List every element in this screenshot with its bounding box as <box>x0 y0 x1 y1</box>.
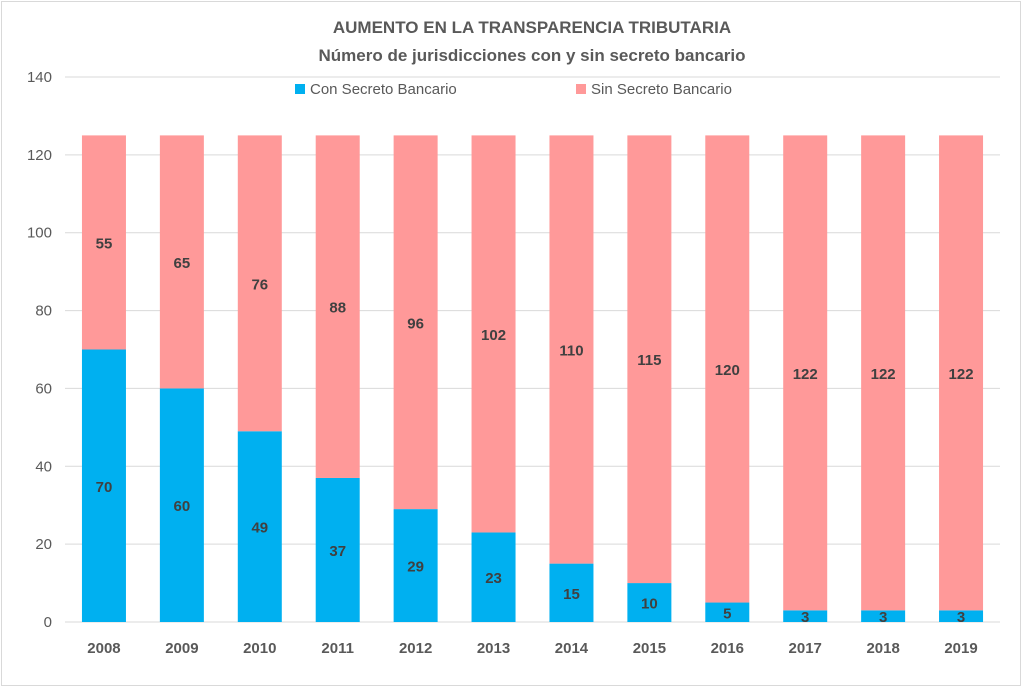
data-label: 49 <box>251 520 268 537</box>
bar-con <box>237 431 282 622</box>
bar-sin <box>471 135 516 533</box>
bar-con <box>861 610 906 622</box>
data-label: 122 <box>793 366 818 383</box>
data-label: 55 <box>96 235 113 252</box>
bar-con <box>393 509 438 622</box>
bar-sin <box>783 135 828 611</box>
legend-swatch-con <box>295 84 305 94</box>
data-label: 96 <box>407 315 424 332</box>
y-tick-label: 140 <box>27 69 52 86</box>
x-tick-label: 2014 <box>555 640 589 657</box>
y-tick-label: 120 <box>27 147 52 164</box>
bar-con <box>783 610 828 622</box>
data-label: 37 <box>329 543 346 560</box>
data-label: 120 <box>715 362 740 379</box>
bar-sin <box>81 135 126 350</box>
x-tick-label: 2017 <box>789 640 822 657</box>
data-label: 110 <box>559 343 583 360</box>
bar-con <box>627 583 672 622</box>
data-label: 29 <box>407 559 424 576</box>
data-label: 76 <box>251 276 268 293</box>
chart-subtitle: Número de jurisdicciones con y sin secre… <box>318 46 745 65</box>
bar-sin <box>237 135 282 432</box>
chart-title: AUMENTO EN LA TRANSPARENCIA TRIBUTARIA <box>333 18 731 37</box>
bars: 70 55 2008 60 65 2009 49 76 2010 37 88 2011 29 96 2012… <box>81 135 984 657</box>
data-label: 10 <box>641 596 658 613</box>
bar-con <box>159 388 204 622</box>
data-label: 65 <box>174 255 191 272</box>
data-label: 60 <box>174 498 191 515</box>
bar-sin <box>705 135 750 603</box>
x-tick-label: 2016 <box>711 640 744 657</box>
x-tick-label: 2011 <box>321 640 354 657</box>
bar-con <box>81 349 126 622</box>
data-label: 122 <box>949 366 974 383</box>
bar-con <box>549 563 594 622</box>
data-label: 88 <box>329 300 346 317</box>
data-label: 3 <box>957 609 965 626</box>
y-tick-label: 60 <box>35 380 52 397</box>
data-label: 15 <box>563 586 580 603</box>
y-tick-label: 0 <box>44 614 52 631</box>
x-tick-label: 2010 <box>243 640 276 657</box>
data-label: 115 <box>637 352 661 369</box>
bar-sin <box>627 135 672 584</box>
bar-sin <box>861 135 906 611</box>
bar-sin <box>939 135 984 611</box>
bar-con <box>471 532 516 622</box>
x-tick-label: 2013 <box>477 640 510 657</box>
data-label: 3 <box>879 609 887 626</box>
y-tick-label: 100 <box>27 225 52 242</box>
x-tick-label: 2012 <box>399 640 432 657</box>
legend: Con Secreto Bancario Sin Secreto Bancari… <box>295 81 732 98</box>
data-label: 5 <box>723 605 731 622</box>
gridlines: 0 20 40 60 80 100 120 140 <box>27 69 1000 631</box>
y-tick-label: 20 <box>35 536 52 553</box>
legend-swatch-sin <box>576 84 586 94</box>
y-tick-label: 80 <box>35 303 52 320</box>
data-label: 70 <box>96 479 113 496</box>
bar-con <box>705 602 750 622</box>
data-label: 122 <box>871 366 896 383</box>
bar-sin <box>393 135 438 510</box>
bar-con <box>939 610 984 622</box>
bar-sin <box>159 135 204 389</box>
x-tick-label: 2018 <box>866 640 899 657</box>
data-label: 102 <box>481 327 506 344</box>
legend-label-sin: Sin Secreto Bancario <box>591 81 732 98</box>
y-tick-label: 40 <box>35 458 52 475</box>
bar-con <box>315 477 360 622</box>
data-label: 3 <box>801 609 809 626</box>
x-tick-label: 2009 <box>165 640 198 657</box>
x-tick-label: 2015 <box>633 640 666 657</box>
legend-label-con: Con Secreto Bancario <box>310 81 457 98</box>
data-label: 23 <box>485 570 502 587</box>
x-tick-label: 2019 <box>944 640 977 657</box>
x-tick-label: 2008 <box>87 640 120 657</box>
bar-sin <box>549 135 594 564</box>
bar-sin <box>315 135 360 478</box>
